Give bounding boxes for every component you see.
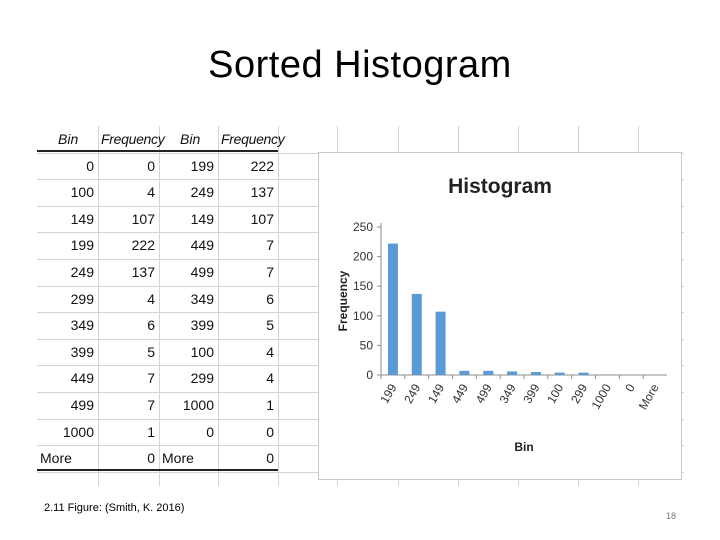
table-cell: 349	[190, 291, 214, 307]
table-cell: More	[40, 450, 72, 466]
x-tick-label: 199	[377, 381, 399, 406]
x-tick-label: 449	[449, 381, 471, 406]
table-cell: 399	[190, 317, 214, 333]
histogram-bar	[507, 371, 518, 375]
slide-title: Sorted Histogram	[208, 44, 512, 86]
table-cell: 4	[147, 184, 155, 200]
table-cell: 222	[250, 158, 274, 174]
grid-column-line	[98, 126, 99, 486]
y-tick-label: 100	[353, 309, 373, 323]
table-cell: 0	[266, 450, 274, 466]
table-cell: 0	[86, 158, 94, 174]
histogram-bar	[483, 370, 494, 375]
table-cell: 0	[147, 450, 155, 466]
x-tick-label: 349	[497, 381, 519, 406]
x-tick-label: 249	[401, 381, 423, 406]
x-axis-label: Bin	[514, 440, 533, 454]
table-cell: 1000	[62, 424, 94, 440]
table-cell: 6	[266, 291, 274, 307]
figure-caption: 2.11 Figure: (Smith, K. 2016)	[44, 502, 185, 514]
x-tick-label: 399	[520, 381, 542, 406]
chart-title: Histogram	[448, 175, 552, 198]
x-tick-label: 0	[622, 381, 638, 394]
table-cell: 299	[190, 370, 214, 386]
table-cell: 137	[250, 184, 274, 200]
table-cell: 7	[266, 264, 274, 280]
table-cell: 449	[70, 370, 94, 386]
histogram-bar	[387, 243, 398, 375]
histogram-bar	[435, 311, 446, 375]
table-cell: 0	[147, 158, 155, 174]
x-tick-label: 100	[544, 381, 566, 406]
table-header-cell: Bin	[58, 131, 79, 147]
y-axis-label: Frequency	[336, 270, 350, 331]
table-cell: 499	[70, 397, 94, 413]
table-cell: 137	[131, 264, 155, 280]
table-cell: 499	[190, 264, 214, 280]
y-tick-label: 200	[353, 250, 373, 264]
histogram-bar	[459, 370, 470, 375]
table-cell: 6	[147, 317, 155, 333]
table-cell: 7	[266, 237, 274, 253]
table-cell: 5	[266, 317, 274, 333]
table-cell: 7	[147, 397, 155, 413]
x-tick-label: 499	[473, 381, 495, 406]
x-tick-label: 149	[425, 381, 447, 406]
page-number: 18	[666, 511, 677, 521]
table-header-cell: Bin	[180, 131, 201, 147]
table-cell: 222	[131, 237, 155, 253]
table-header-cell: Frequency	[221, 131, 285, 147]
histogram-bar	[411, 293, 422, 375]
table-cell: 149	[190, 211, 214, 227]
table-cell: 4	[147, 291, 155, 307]
table-cell: 149	[70, 211, 94, 227]
table-cell: 449	[190, 237, 214, 253]
table-cell: 7	[147, 370, 155, 386]
table-bottom-border	[37, 469, 278, 471]
table-cell: 1	[266, 397, 274, 413]
table-cell: 107	[250, 211, 274, 227]
y-tick-label: 250	[353, 220, 373, 234]
y-tick-label: 0	[366, 368, 373, 382]
table-cell: More	[162, 450, 194, 466]
grid-column-line	[218, 126, 219, 486]
table-cell: 199	[70, 237, 94, 253]
table-cell: 100	[190, 344, 214, 360]
table-cell: 5	[147, 344, 155, 360]
table-cell: 199	[190, 158, 214, 174]
table-cell: 100	[70, 184, 94, 200]
x-tick-label: 1000	[589, 381, 615, 411]
x-tick-label: 299	[568, 381, 590, 406]
table-cell: 0	[206, 424, 214, 440]
y-tick-label: 50	[360, 338, 374, 352]
table-cell: 4	[266, 370, 274, 386]
table-cell: 1	[147, 424, 155, 440]
table-cell: 249	[70, 264, 94, 280]
table-header-cell: Frequency	[101, 131, 165, 147]
table-cell: 107	[131, 211, 155, 227]
table-cell: 249	[190, 184, 214, 200]
table-cell: 299	[70, 291, 94, 307]
histogram-bar	[530, 372, 541, 375]
histogram-bar	[578, 372, 589, 375]
grid-column-line	[159, 126, 160, 486]
table-cell: 1000	[182, 397, 214, 413]
y-tick-label: 150	[353, 279, 373, 293]
header-underline	[37, 150, 278, 152]
histogram-chart: Histogram 0 50 100 150 200 250 Frequency 199 249 1…	[318, 152, 682, 480]
grid-column-line	[278, 126, 279, 486]
table-cell: 4	[266, 344, 274, 360]
table-cell: 399	[70, 344, 94, 360]
histogram-bar	[554, 372, 565, 375]
table-cell: 0	[266, 424, 274, 440]
x-tick-label: More	[636, 381, 662, 412]
table-cell: 349	[70, 317, 94, 333]
histogram-bar	[602, 374, 613, 375]
